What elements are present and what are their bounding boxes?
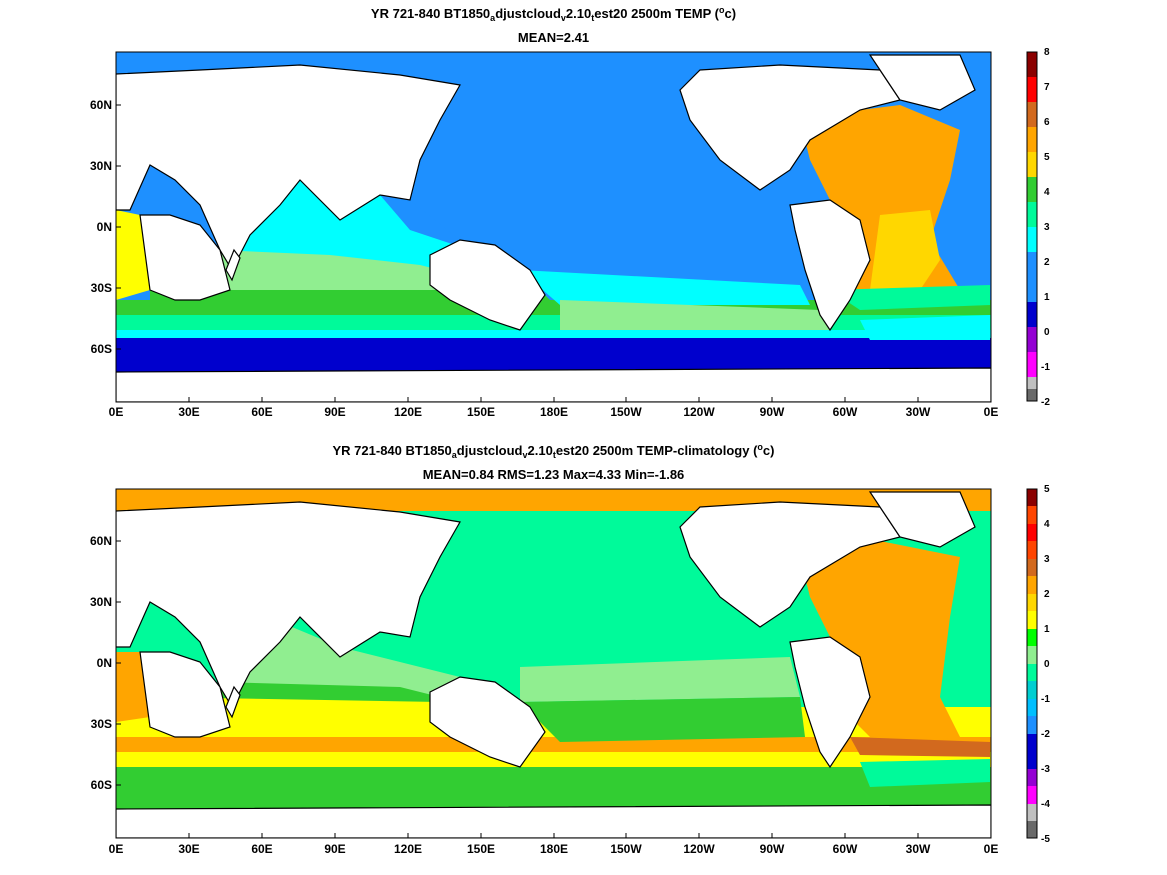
x-tick-label: 60E: [251, 405, 272, 419]
y-axis: 60N 30N 0N 30S 60S: [90, 534, 121, 792]
colorbar-tick: -2: [1041, 397, 1050, 408]
y-tick-label: 30N: [90, 159, 112, 173]
y-tick-label: 60S: [91, 342, 112, 356]
x-tick-label: 150W: [610, 842, 642, 856]
colorbar-tick: 4: [1044, 187, 1050, 198]
map-canvas: 0E 30E 60E 90E 120E 150E 180E 150W 120W …: [90, 47, 1050, 419]
x-tick-label: 120W: [683, 405, 715, 419]
colorbar-tick: 1: [1044, 624, 1050, 635]
land: [116, 491, 991, 838]
y-tick-label: 30S: [91, 717, 112, 731]
colorbar-tick: -1: [1041, 694, 1050, 705]
y-tick-label: 0N: [97, 656, 112, 670]
x-tick-label: 0E: [984, 842, 999, 856]
colorbar-tick: 8: [1044, 47, 1050, 58]
panel-temperature-anomaly: YR 721-840 BT1850adjustcloudv2.10test20 …: [0, 437, 1167, 875]
x-tick-label: 60W: [833, 842, 858, 856]
colorbar: 8 7 6 5 4 3 2 1 0 -1 -2: [1026, 47, 1050, 408]
x-axis: 0E 30E 60E 90E 120E 150E 180E 150W 120W …: [109, 397, 999, 419]
x-tick-label: 120E: [394, 405, 422, 419]
colorbar-tick: 3: [1044, 554, 1050, 565]
map-field: [116, 489, 991, 838]
x-tick-label: 30W: [906, 405, 931, 419]
x-tick-label: 180E: [540, 842, 568, 856]
x-tick-label: 60W: [833, 405, 858, 419]
x-tick-label: 90W: [760, 842, 785, 856]
colorbar-tick: 4: [1044, 519, 1050, 530]
colorbar-tick: 2: [1044, 257, 1050, 268]
x-tick-label: 120W: [683, 842, 715, 856]
x-tick-label: 30W: [906, 842, 931, 856]
colorbar-tick: -4: [1041, 799, 1050, 810]
colorbar-tick: 5: [1044, 484, 1050, 495]
y-tick-label: 0N: [97, 220, 112, 234]
colorbar-tick: -5: [1041, 834, 1050, 845]
x-tick-label: 150W: [610, 405, 642, 419]
map-field: [116, 52, 991, 402]
x-tick-label: 120E: [394, 842, 422, 856]
y-tick-label: 60N: [90, 98, 112, 112]
y-tick-label: 60N: [90, 534, 112, 548]
y-axis: 60N 30N 0N 30S 60S: [90, 98, 121, 356]
colorbar-tick: 6: [1044, 117, 1050, 128]
land: [116, 54, 991, 402]
colorbar-tick: 7: [1044, 82, 1050, 93]
y-tick-label: 30N: [90, 595, 112, 609]
colorbar-tick: 3: [1044, 222, 1050, 233]
x-tick-label: 150E: [467, 405, 495, 419]
x-tick-label: 0E: [109, 842, 124, 856]
x-tick-label: 0E: [984, 405, 999, 419]
map-canvas: 0E 30E 60E 90E 120E 150E 180E 150W 120W …: [90, 484, 1050, 856]
panel-stats: MEAN=2.41: [517, 30, 590, 45]
x-tick-label: 180E: [540, 405, 568, 419]
x-tick-label: 30E: [178, 842, 199, 856]
panel-temperature: YR 721-840 BT1850adjustcloudv2.10test20 …: [0, 0, 1167, 430]
colorbar-tick: -3: [1041, 764, 1050, 775]
colorbar-tick: -1: [1041, 362, 1050, 373]
colorbar-tick: -2: [1041, 729, 1050, 740]
colorbar-tick: 5: [1044, 152, 1050, 163]
x-tick-label: 90E: [324, 842, 345, 856]
x-tick-label: 0E: [109, 405, 124, 419]
y-tick-label: 30S: [91, 281, 112, 295]
x-tick-label: 30E: [178, 405, 199, 419]
x-tick-label: 90E: [324, 405, 345, 419]
x-tick-label: 150E: [467, 842, 495, 856]
x-tick-label: 60E: [251, 842, 272, 856]
panel-title: YR 721-840 BT1850adjustcloudv2.10test20 …: [370, 5, 737, 23]
y-tick-label: 60S: [91, 778, 112, 792]
x-axis: 0E 30E 60E 90E 120E 150E 180E 150W 120W …: [109, 833, 999, 856]
x-tick-label: 90W: [760, 405, 785, 419]
colorbar-tick: 0: [1044, 327, 1050, 338]
panel-title: YR 721-840 BT1850adjustcloudv2.10test20 …: [332, 442, 775, 460]
colorbar-tick: 1: [1044, 292, 1050, 303]
colorbar-tick: 0: [1044, 659, 1050, 670]
panel-stats: MEAN=0.84 RMS=1.23 Max=4.33 Min=-1.86: [422, 467, 685, 482]
colorbar: 5 4 3 2 1 0 -1 -2 -3 -4 -5: [1026, 484, 1050, 845]
colorbar-tick: 2: [1044, 589, 1050, 600]
